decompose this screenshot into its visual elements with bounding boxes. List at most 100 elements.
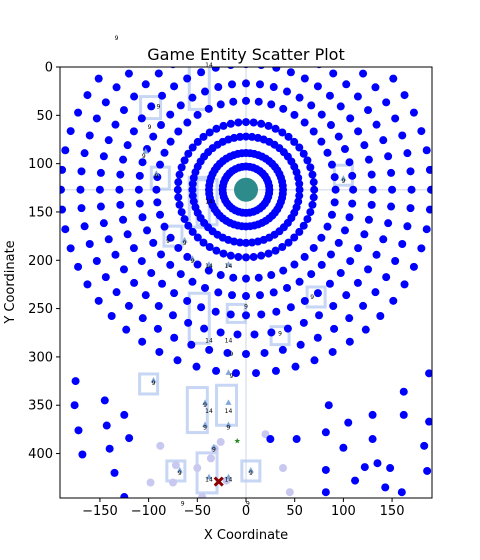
sprite-box	[195, 451, 219, 495]
ring-point	[346, 257, 355, 266]
ring-point	[295, 277, 304, 286]
ring-point	[286, 68, 295, 77]
ring-point	[323, 148, 332, 157]
scatter-point	[386, 464, 395, 473]
unit-triangle	[142, 148, 149, 154]
ring-point	[168, 311, 177, 320]
ring-point	[66, 244, 75, 253]
ring-point	[326, 121, 335, 130]
ring-point	[388, 185, 397, 194]
ring-point	[310, 185, 319, 194]
plot-content	[60, 67, 432, 498]
ring-point	[279, 104, 288, 113]
ring-point	[188, 185, 197, 194]
ring-point	[406, 204, 415, 213]
entity-label: 14	[205, 477, 213, 484]
ring-point	[278, 128, 287, 137]
ring-point	[384, 219, 393, 228]
ring-point	[290, 260, 299, 269]
ring-point	[278, 181, 287, 190]
ring-point	[308, 200, 317, 209]
scatter-point	[351, 476, 360, 485]
ring-point	[290, 233, 299, 242]
ring-point	[264, 249, 273, 258]
ring-point	[379, 235, 388, 244]
ring-point	[104, 136, 113, 145]
ring-point	[376, 311, 385, 320]
chart-title: Game Entity Scatter Plot	[147, 45, 344, 64]
scatter-point	[425, 369, 432, 378]
ring-point	[247, 132, 256, 141]
ring-point	[188, 227, 197, 236]
ring-point	[137, 114, 146, 123]
ring-point	[219, 121, 228, 130]
ring-point	[400, 91, 409, 100]
ring-point	[353, 278, 362, 287]
ring-point	[242, 311, 250, 320]
ring-point	[61, 225, 70, 234]
ring-point	[193, 233, 202, 242]
ring-point	[192, 362, 201, 371]
ring-point	[250, 330, 259, 339]
ring-point	[188, 179, 197, 188]
scatter-point	[368, 410, 377, 419]
ring-point	[74, 108, 83, 117]
ring-point	[303, 215, 312, 224]
ring-point	[282, 87, 291, 96]
entity-label: 9	[181, 501, 185, 508]
y-tick-label: 100	[28, 157, 53, 172]
ring-point	[329, 69, 338, 78]
ring-point	[284, 132, 293, 141]
ring-point	[257, 310, 266, 319]
entity-label: 9	[148, 124, 152, 131]
scatter-point	[70, 401, 79, 410]
ring-point	[309, 178, 318, 187]
ring-point	[76, 185, 85, 194]
ring-point	[267, 100, 276, 109]
ring-point	[325, 91, 334, 100]
ring-point	[174, 243, 183, 252]
entity-label: 9	[203, 424, 207, 431]
ring-point	[300, 118, 309, 127]
ring-point	[267, 271, 276, 280]
unit-triangle	[189, 255, 196, 261]
ring-point	[364, 155, 373, 164]
entity-label: 14	[225, 263, 233, 270]
ring-point	[188, 191, 197, 200]
ring-point	[359, 69, 368, 78]
ring-point	[188, 143, 197, 152]
ring-point	[309, 127, 318, 136]
scatter-point	[105, 444, 114, 453]
ring-point	[340, 145, 349, 154]
ring-point	[242, 253, 250, 262]
ring-point	[166, 233, 175, 242]
ring-point	[364, 265, 373, 274]
ring-point	[188, 277, 197, 286]
ring-point	[154, 302, 163, 311]
ring-point	[327, 160, 336, 169]
ring-point	[180, 156, 189, 165]
ring-point	[242, 118, 250, 127]
ring-point	[211, 307, 220, 316]
ring-point	[310, 356, 319, 365]
ring-point	[229, 97, 238, 106]
ring-point	[216, 271, 225, 280]
unit-triangle	[205, 473, 212, 480]
ring-point	[115, 185, 124, 194]
ring-point	[295, 191, 304, 200]
ring-point	[212, 366, 221, 375]
ring-point	[92, 257, 101, 266]
ring-point	[184, 318, 193, 327]
ring-point	[290, 137, 299, 146]
ring-point	[317, 137, 326, 146]
ring-point	[83, 280, 92, 289]
ring-point	[326, 250, 335, 259]
scatter-point	[292, 435, 301, 444]
ring-point	[130, 92, 139, 101]
ring-point	[228, 291, 237, 300]
ring-point	[242, 350, 250, 359]
ring-point	[96, 202, 105, 211]
ring-point	[199, 132, 208, 141]
ring-point	[214, 288, 223, 297]
